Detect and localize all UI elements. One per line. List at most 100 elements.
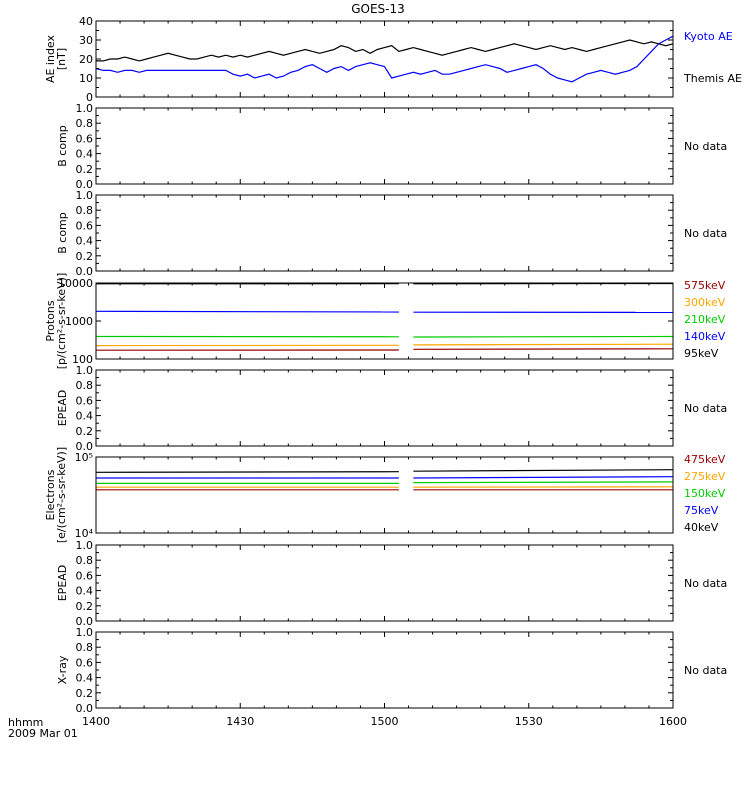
y-tick-label: 0.0 xyxy=(76,440,94,453)
y-tick-label: 0.8 xyxy=(76,379,94,392)
y-tick-label: 0.0 xyxy=(76,178,94,191)
y-tick-label: 1.0 xyxy=(76,364,94,377)
series-line-210kev-1 xyxy=(413,335,674,338)
y-tick-label: 0.0 xyxy=(76,702,94,715)
y-tick-label: 0.8 xyxy=(76,117,94,130)
panel-ae: 0 10 20 30 40 AE index[nT] Kyoto AE Themis AE xyxy=(44,15,742,104)
panel-frame xyxy=(95,544,674,622)
panel-frame xyxy=(95,194,674,272)
y-axis-label: [nT] xyxy=(55,48,68,70)
panel-frame xyxy=(95,369,674,447)
legend-entry-140kev: 140keV xyxy=(684,330,726,343)
series-line-40kev-0 xyxy=(95,471,399,473)
legend-entry-475kev: 475keV xyxy=(684,453,726,466)
x-tick-label: 1600 xyxy=(659,715,687,728)
figure-title: GOES-13 xyxy=(351,2,405,16)
y-tick-label: 0.8 xyxy=(76,204,94,217)
series-line-150kev-1 xyxy=(413,481,674,484)
series-line-40kev-1 xyxy=(413,469,674,472)
y-tick-label: 0.2 xyxy=(76,425,94,438)
y-axis-label: EPEAD xyxy=(56,565,69,602)
y-tick-label: 40 xyxy=(79,15,93,28)
legend-entry-no-data: No data xyxy=(684,140,727,153)
series-line-575kev-1 xyxy=(413,348,674,350)
panel-epead_2: 0.0 0.2 0.4 0.6 0.8 1.0 EPEAD No data xyxy=(56,539,727,628)
legend-entry-150kev: 150keV xyxy=(684,487,726,500)
y-tick-label: 1.0 xyxy=(76,626,94,639)
y-tick-label: 0.4 xyxy=(76,148,94,161)
y-tick-label: 0.6 xyxy=(76,219,94,232)
series-line-themis-ae-0 xyxy=(96,39,674,62)
y-tick-label: 1.0 xyxy=(76,102,94,115)
y-tick-label: 30 xyxy=(79,34,93,47)
y-tick-label: 0.6 xyxy=(76,132,94,145)
x-tick-label: 1530 xyxy=(515,715,543,728)
time-axis-label: hhmm xyxy=(8,716,44,729)
y-axis-label: [p/(cm²-s-sr-keV)] xyxy=(55,273,68,370)
x-tick-label: 1400 xyxy=(82,715,110,728)
y-tick-label: 10000 xyxy=(58,277,93,290)
y-axis-label: B comp xyxy=(56,212,69,254)
y-tick-label: 0.2 xyxy=(76,250,94,263)
y-tick-label: 10⁵ xyxy=(75,451,93,464)
panel-epead_1: 0.0 0.2 0.4 0.6 0.8 1.0 EPEAD No data xyxy=(56,364,727,453)
legend-entry-75kev: 75keV xyxy=(684,504,719,517)
panel-electrons: 10⁴ 10⁵ Electrons[e/(cm²-s-sr-keV)] 475keV 2… xyxy=(44,447,726,543)
y-axis-label: Protons xyxy=(44,300,57,341)
y-tick-label: 0.6 xyxy=(76,656,94,669)
y-tick-label: 0.2 xyxy=(76,687,94,700)
panel-xray: 0.0 0.2 0.4 0.6 0.8 1.0 X-ray No data xyxy=(56,626,727,715)
legend-entry-no-data: No data xyxy=(684,227,727,240)
y-tick-label: 100 xyxy=(72,353,93,366)
y-tick-label: 20 xyxy=(79,53,93,66)
y-tick-label: 10 xyxy=(79,72,93,85)
panel-b_comp_1: 0.0 0.2 0.4 0.6 0.8 1.0 B comp No data xyxy=(56,102,727,191)
legend-entry-210kev: 210keV xyxy=(684,313,726,326)
legend-entry-40kev: 40keV xyxy=(684,521,719,534)
panel-frame xyxy=(95,20,674,98)
legend-entry-275kev: 275keV xyxy=(684,470,726,483)
y-tick-label: 10⁴ xyxy=(75,527,94,540)
y-tick-label: 0.6 xyxy=(76,569,94,582)
y-tick-label: 1.0 xyxy=(76,539,94,552)
series-line-140kev-0 xyxy=(95,310,399,313)
panel-frame xyxy=(95,631,674,709)
legend-entry-no-data: No data xyxy=(684,664,727,677)
y-tick-label: 0.8 xyxy=(76,554,94,567)
panel-frame xyxy=(95,282,674,360)
y-tick-label: 0.4 xyxy=(76,410,94,423)
legend-entry-300kev: 300keV xyxy=(684,296,726,309)
y-tick-label: 0.4 xyxy=(76,235,94,248)
y-tick-label: 0.0 xyxy=(76,615,94,628)
series-line-kyoto-ae-0 xyxy=(95,35,674,83)
legend-entry-95kev: 95keV xyxy=(684,347,719,360)
y-axis-label: EPEAD xyxy=(56,390,69,427)
y-axis-label: B comp xyxy=(56,125,69,167)
legend-entry-no-data: No data xyxy=(684,577,727,590)
y-tick-label: 0.4 xyxy=(76,672,94,685)
series-line-300kev-1 xyxy=(413,343,674,346)
legend-entry-kyoto-ae: Kyoto AE xyxy=(684,30,733,43)
y-tick-label: 0.6 xyxy=(76,394,94,407)
y-tick-label: 0.8 xyxy=(76,641,94,654)
y-tick-label: 0 xyxy=(86,91,93,104)
series-line-75kev-1 xyxy=(413,476,674,479)
y-tick-label: 0.0 xyxy=(76,265,94,278)
y-axis-label: [e/(cm²-s-sr-keV)] xyxy=(55,447,68,543)
legend-entry-575kev: 575keV xyxy=(684,279,726,292)
y-tick-label: 1000 xyxy=(65,315,93,328)
legend-entry-no-data: No data xyxy=(684,402,727,415)
y-tick-label: 0.2 xyxy=(76,600,94,613)
y-axis-label: X-ray xyxy=(56,655,69,684)
x-tick-label: 1500 xyxy=(371,715,399,728)
y-axis-label: Electrons xyxy=(44,469,57,520)
legend-entry-themis-ae: Themis AE xyxy=(683,72,742,85)
y-tick-label: 0.2 xyxy=(76,163,94,176)
date-label: 2009 Mar 01 xyxy=(8,727,78,740)
panel-frame xyxy=(95,107,674,185)
panel-b_comp_2: 0.0 0.2 0.4 0.6 0.8 1.0 B comp No data xyxy=(56,189,727,278)
panel-frame xyxy=(95,456,674,534)
y-tick-label: 0.4 xyxy=(76,585,94,598)
